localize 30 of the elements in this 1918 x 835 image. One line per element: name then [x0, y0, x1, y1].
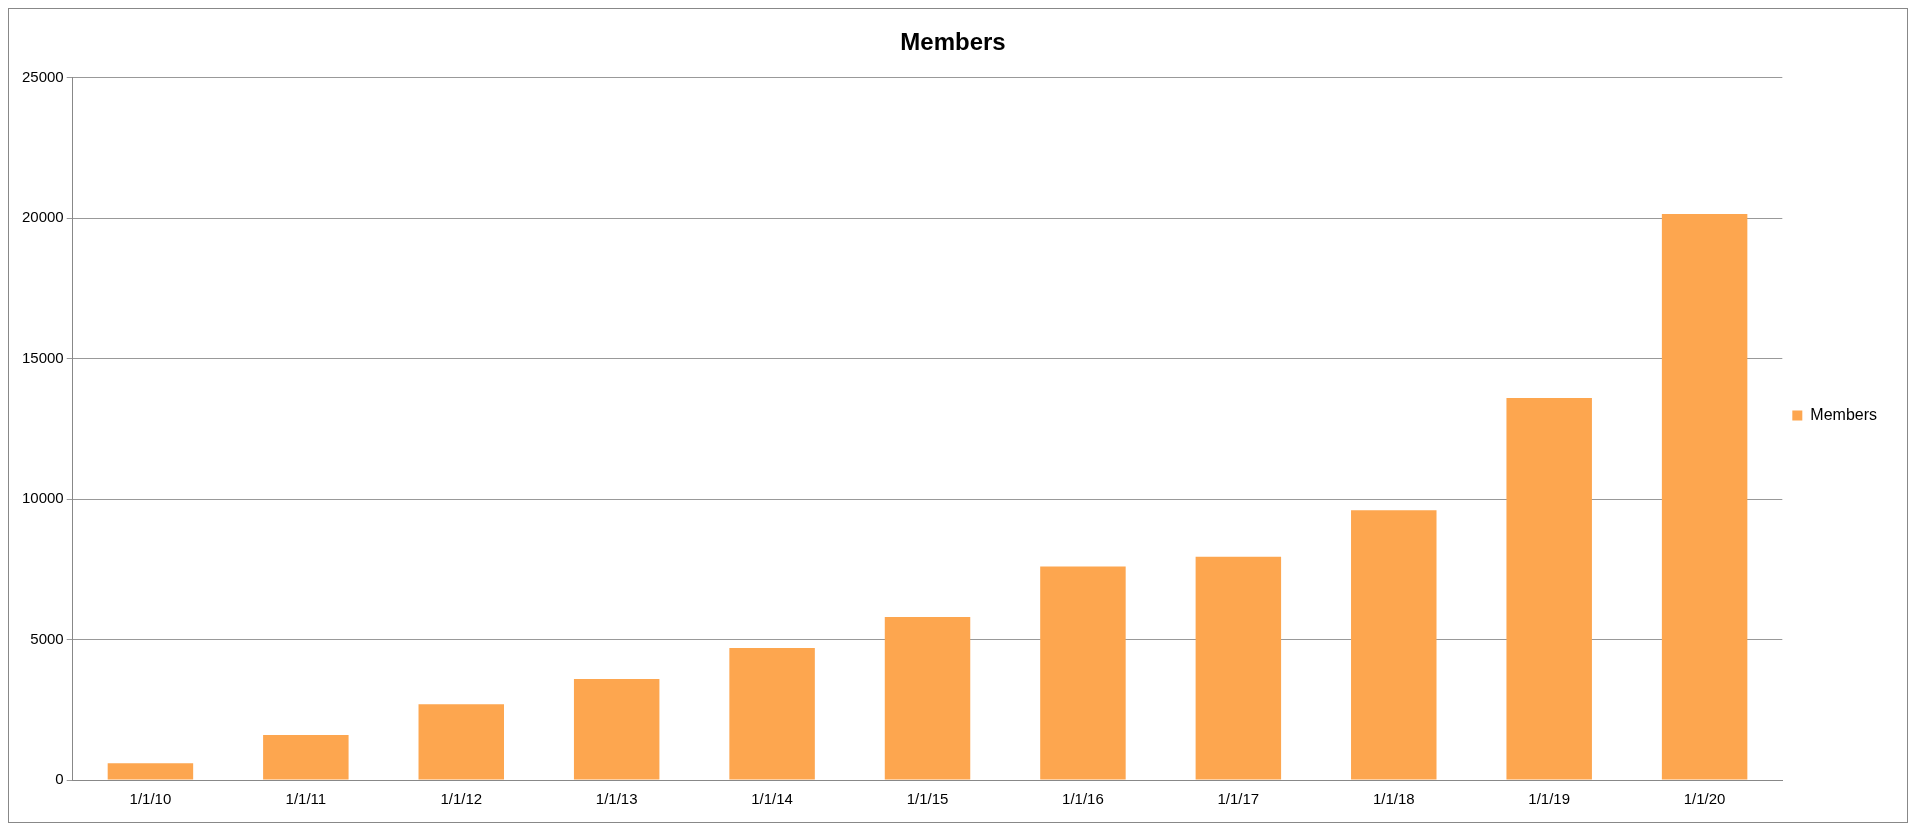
bar: [1661, 214, 1748, 780]
x-tick-label: 1/1/14: [751, 790, 793, 808]
y-tick-label: 20000: [21, 208, 64, 226]
legend-label: Members: [1810, 405, 1878, 423]
x-tick-label: 1/1/12: [440, 790, 483, 808]
bar: [263, 735, 349, 780]
x-tick-label: 1/1/16: [1062, 790, 1104, 808]
y-tick-label: 0: [55, 770, 64, 788]
x-tick-label: 1/1/20: [1683, 790, 1726, 808]
y-tick-label: 25000: [21, 67, 64, 85]
bar: [418, 704, 504, 780]
x-tick-label: 1/1/10: [129, 790, 172, 808]
x-tick-label: 1/1/19: [1528, 790, 1571, 808]
y-tick-label: 15000: [21, 348, 64, 366]
bar: [729, 647, 815, 780]
x-tick-label: 1/1/13: [595, 790, 638, 808]
x-tick-label: 1/1/15: [906, 790, 949, 808]
bar: [1195, 556, 1282, 780]
bar: [1040, 566, 1126, 780]
chart-title: Members: [900, 28, 1006, 56]
y-tick-label: 5000: [30, 629, 64, 647]
bar: [107, 763, 194, 780]
x-tick-label: 1/1/11: [285, 790, 327, 808]
bar: [1351, 510, 1437, 780]
x-tick-label: 1/1/18: [1372, 790, 1415, 808]
bar: [884, 617, 971, 780]
x-tick-label: 1/1/17: [1217, 790, 1260, 808]
bar: [573, 678, 660, 780]
y-tick-label: 10000: [21, 489, 64, 507]
bar: [1506, 398, 1592, 780]
